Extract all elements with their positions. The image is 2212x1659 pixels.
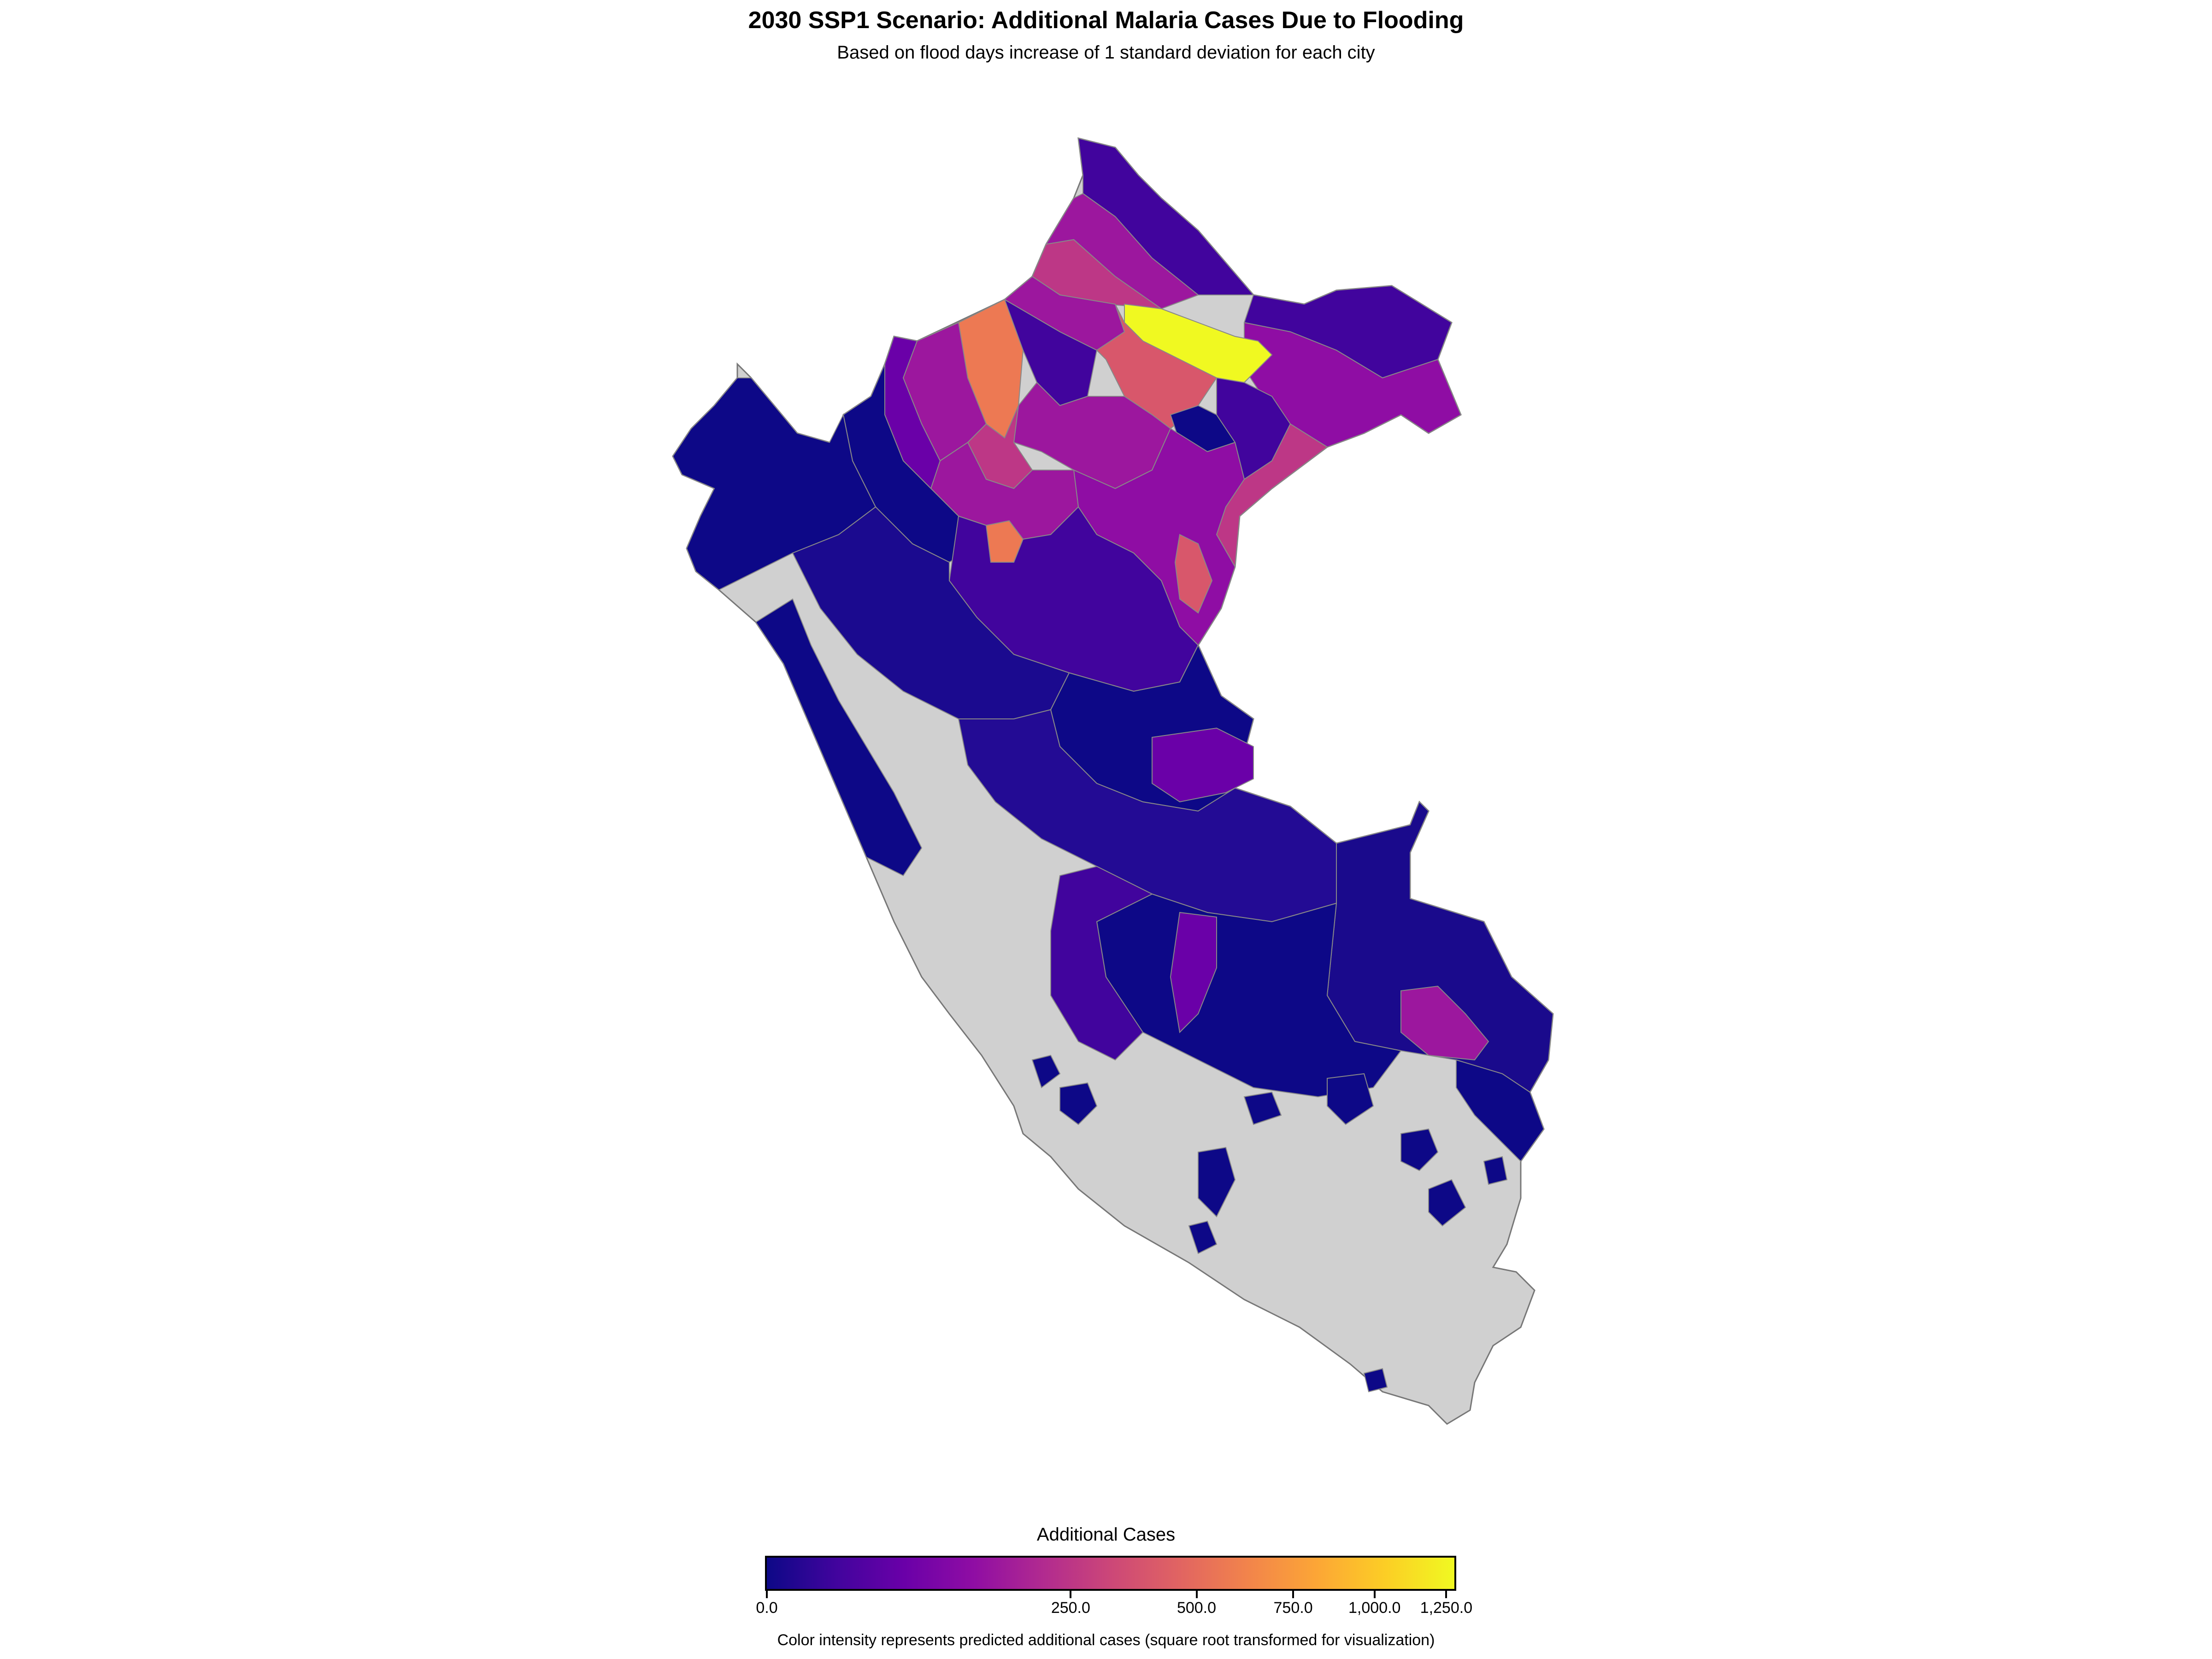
region-south-patch-3: [1327, 1073, 1374, 1125]
region-central-purple: [1050, 865, 1153, 1061]
map-subtitle: Based on flood days increase of 1 standa…: [837, 42, 1375, 63]
region-south-patch-10: [1483, 1156, 1508, 1185]
legend-tick-label: 500.0: [1177, 1599, 1217, 1617]
region-south-patch-5: [1031, 1054, 1061, 1088]
legend-colorbar: [765, 1556, 1456, 1591]
legend-tick-label: 0.0: [756, 1599, 778, 1617]
region-salmon-south: [1174, 534, 1213, 614]
legend-tick-mark: [1195, 1591, 1198, 1598]
legend-tick-mark: [1373, 1591, 1376, 1598]
legend-tick-label: 1,250.0: [1420, 1599, 1473, 1617]
region-north-highlands: [792, 506, 1070, 719]
legend-tick-label: 1,000.0: [1348, 1599, 1401, 1617]
region-ucayali-purple: [1152, 727, 1254, 803]
legend-tick-mark: [766, 1591, 768, 1598]
region-west-coast-blue: [755, 598, 923, 877]
region-mdd-magenta: [1400, 985, 1489, 1061]
region-south-patch-1: [1198, 1147, 1236, 1218]
legend-tick-mark: [1070, 1591, 1072, 1598]
region-northwest-coast: [672, 377, 877, 591]
region-south-patch-9: [1428, 1179, 1466, 1227]
region-far-north: [1077, 137, 1255, 295]
legend-tick-label: 250.0: [1051, 1599, 1090, 1617]
region-south-patch-4: [1059, 1082, 1098, 1125]
legend-tick-mark: [1292, 1591, 1294, 1598]
legend-caption: Color intensity represents predicted add…: [777, 1631, 1435, 1649]
region-south-patch-6: [1188, 1220, 1218, 1254]
region-south-patch-2: [1400, 1128, 1439, 1171]
legend-tick-mark: [1445, 1591, 1447, 1598]
region-south-patch-7: [1363, 1368, 1388, 1393]
region-puno-south: [1456, 1059, 1545, 1162]
legend-tick-label: 750.0: [1273, 1599, 1313, 1617]
map-title: 2030 SSP1 Scenario: Additional Malaria C…: [748, 7, 1464, 34]
legend-title: Additional Cases: [1036, 1524, 1176, 1545]
region-south-patch-8: [1243, 1091, 1282, 1125]
region-purple-mid-south: [1170, 912, 1217, 1034]
